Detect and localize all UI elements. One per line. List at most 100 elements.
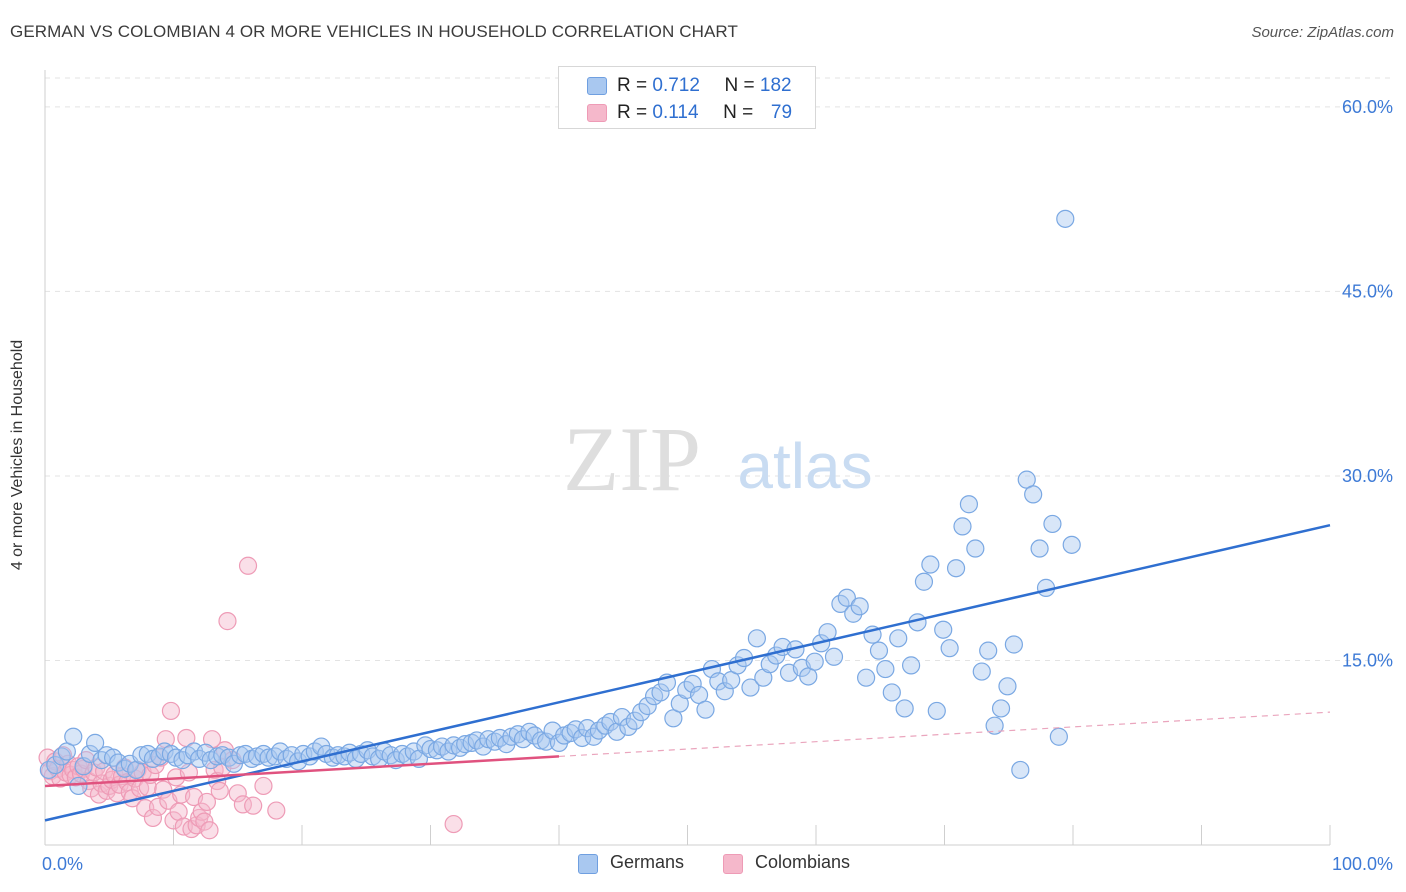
colombians-trend-line — [44, 755, 560, 788]
german-point — [683, 674, 702, 693]
german-point — [850, 597, 869, 616]
german-point — [844, 604, 863, 623]
trend-lines — [44, 523, 1331, 822]
german-point — [959, 495, 979, 514]
german-point — [132, 746, 151, 765]
german-point — [64, 727, 83, 746]
colombian-point — [444, 814, 463, 834]
colombians-swatch — [587, 104, 607, 122]
german-point — [115, 759, 134, 778]
germans-stats: R = 0.712 N = 182 — [617, 75, 792, 97]
german-point — [1011, 760, 1030, 780]
r-value: 0.114 — [652, 102, 699, 123]
german-point — [998, 677, 1017, 696]
watermark-atlas: atlas — [737, 430, 872, 502]
germans-swatch — [587, 77, 607, 95]
legend-colombians-swatch — [723, 854, 743, 874]
german-point — [709, 672, 728, 691]
colombian-point — [197, 792, 217, 812]
german-point — [747, 629, 766, 648]
german-point — [882, 683, 901, 702]
german-point — [1030, 539, 1049, 558]
german-point — [1043, 514, 1062, 534]
german-point — [1049, 727, 1068, 746]
german-point — [889, 629, 908, 648]
german-point — [1004, 635, 1023, 654]
axes — [44, 70, 1331, 846]
colombians-points — [38, 556, 463, 840]
y-axis-label: 4 or more Vehicles in Household — [9, 339, 26, 571]
colombian-point — [148, 797, 168, 816]
germans-trend-line — [44, 523, 1331, 822]
german-point — [985, 716, 1004, 735]
n-label: N = — [724, 75, 755, 96]
german-point — [991, 699, 1011, 718]
germans-points — [39, 209, 1081, 796]
colombians-stats: R = 0.114 N = 79 — [617, 102, 804, 124]
german-point — [966, 539, 985, 558]
n-label: N = — [723, 102, 754, 123]
german-point — [921, 555, 940, 574]
tick-labels: 15.0% 30.0% 45.0% 60.0% 0.0% 100.0% — [42, 97, 1393, 874]
n-value: 182 — [759, 75, 792, 96]
colombian-point — [238, 556, 258, 575]
colombian-point — [210, 781, 229, 800]
legend-germans-label: Germans — [610, 852, 685, 872]
german-point — [1056, 209, 1075, 228]
n-value: 79 — [770, 102, 793, 123]
german-point — [869, 641, 889, 660]
colombian-point — [244, 796, 263, 815]
german-point — [638, 696, 657, 716]
german-point — [805, 652, 824, 671]
colombian-point — [218, 612, 237, 631]
y-tick-label: 15.0% — [1342, 650, 1393, 670]
r-label: R = — [617, 102, 648, 123]
german-point — [934, 620, 953, 639]
colombian-point — [136, 798, 155, 818]
german-point — [876, 659, 895, 679]
german-point — [271, 742, 290, 761]
german-point — [421, 739, 440, 759]
source-credit: Source: ZipAtlas.com — [1251, 24, 1394, 41]
german-point — [651, 683, 670, 702]
german-point — [513, 730, 533, 749]
german-point — [259, 748, 278, 767]
german-point — [741, 678, 760, 697]
german-point — [824, 647, 844, 666]
german-point — [696, 700, 715, 719]
r-value: 0.712 — [652, 75, 700, 96]
german-point — [86, 733, 105, 752]
german-point — [895, 699, 914, 718]
watermark-zip: ZIP — [563, 408, 701, 510]
german-point — [901, 656, 921, 675]
x-tick-label: 0.0% — [42, 854, 83, 874]
colombian-point — [143, 808, 163, 828]
german-point — [104, 748, 123, 767]
legend-germans-swatch — [578, 854, 598, 874]
y-tick-label: 45.0% — [1342, 281, 1393, 301]
colombian-point — [161, 701, 181, 721]
colombian-point — [254, 776, 273, 796]
colombian-point — [267, 801, 286, 820]
german-point — [1024, 485, 1043, 504]
colombian-point — [228, 784, 247, 803]
german-point — [940, 639, 959, 658]
colombian-point — [200, 821, 219, 840]
german-point — [914, 572, 934, 591]
colombian-point — [195, 812, 214, 831]
german-point — [537, 732, 556, 751]
stats-legend: R = 0.712 N = 182 R = 0.114 N = 79 — [558, 66, 816, 129]
colombians-trend-extension — [558, 711, 1331, 758]
chart-title: GERMAN VS COLOMBIAN 4 OR MORE VEHICLES I… — [10, 22, 738, 41]
german-point — [1062, 535, 1081, 554]
german-point — [927, 701, 946, 721]
german-point — [601, 712, 620, 732]
r-label: R = — [617, 75, 648, 96]
german-point — [857, 668, 876, 687]
y-tick-label: 60.0% — [1342, 97, 1393, 117]
y-tick-label: 30.0% — [1342, 466, 1393, 486]
german-point — [52, 747, 71, 766]
german-point — [573, 728, 592, 748]
german-point — [837, 588, 856, 607]
